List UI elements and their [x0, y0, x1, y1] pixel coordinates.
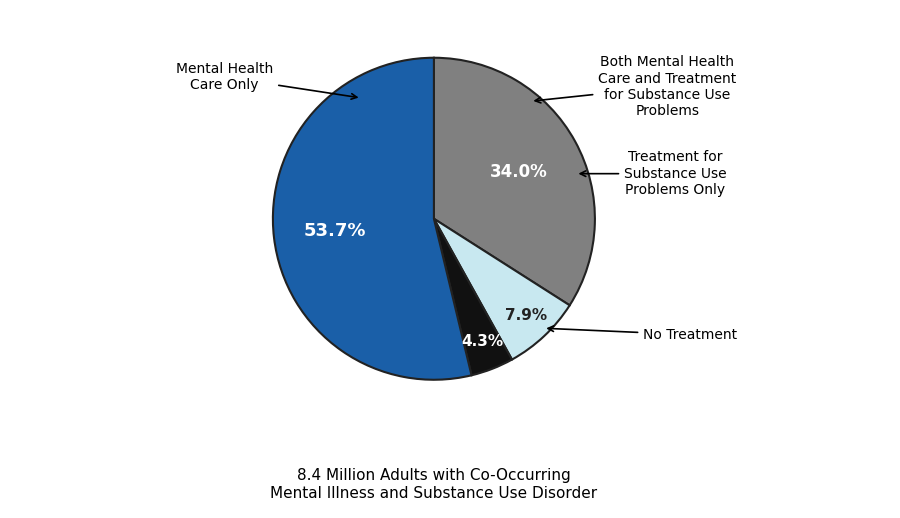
Wedge shape — [434, 219, 512, 376]
Text: Both Mental Health
Care and Treatment
for Substance Use
Problems: Both Mental Health Care and Treatment fo… — [536, 55, 736, 118]
Text: 8.4 Million Adults with Co-Occurring
Mental Illness and Substance Use Disorder: 8.4 Million Adults with Co-Occurring Men… — [270, 468, 598, 501]
Text: 53.7%: 53.7% — [303, 222, 366, 240]
Text: Mental Health
Care Only: Mental Health Care Only — [176, 62, 357, 99]
Text: Treatment for
Substance Use
Problems Only: Treatment for Substance Use Problems Onl… — [580, 150, 726, 197]
Wedge shape — [434, 57, 595, 305]
Text: 4.3%: 4.3% — [461, 334, 503, 349]
Text: 7.9%: 7.9% — [505, 308, 546, 323]
Text: 34.0%: 34.0% — [490, 163, 547, 181]
Wedge shape — [434, 219, 570, 359]
Text: No Treatment: No Treatment — [548, 326, 737, 342]
Wedge shape — [273, 57, 472, 380]
